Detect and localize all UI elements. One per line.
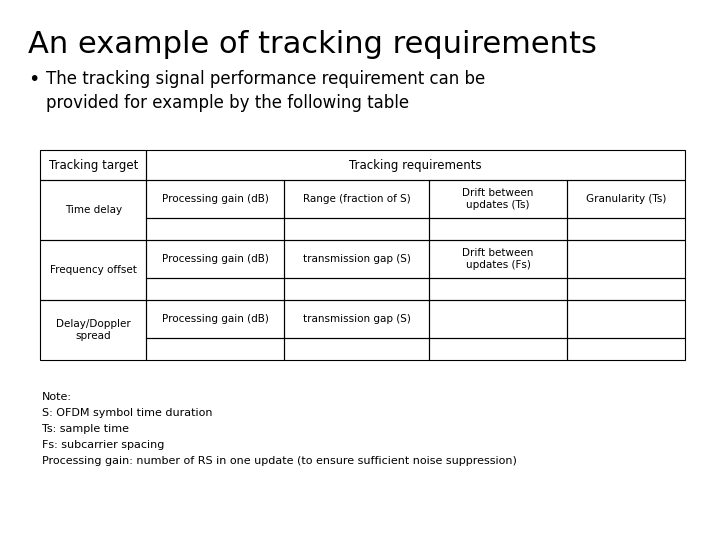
- Bar: [146, 300, 284, 338]
- Bar: [429, 180, 567, 218]
- Bar: [40, 180, 146, 240]
- Text: Processing gain (dB): Processing gain (dB): [162, 314, 269, 324]
- Text: Tracking target: Tracking target: [48, 159, 138, 172]
- Text: Delay/Doppler
spread: Delay/Doppler spread: [56, 319, 130, 341]
- Bar: [146, 150, 685, 180]
- Text: •: •: [28, 70, 40, 89]
- Bar: [146, 180, 284, 218]
- Text: S: OFDM symbol time duration: S: OFDM symbol time duration: [42, 408, 212, 418]
- Bar: [429, 240, 567, 278]
- Text: Range (fraction of S): Range (fraction of S): [303, 194, 410, 204]
- Bar: [284, 218, 429, 240]
- Bar: [40, 240, 146, 300]
- Bar: [567, 240, 685, 278]
- Bar: [40, 300, 146, 360]
- Text: Processing gain (dB): Processing gain (dB): [162, 254, 269, 264]
- Bar: [429, 300, 567, 338]
- Text: Fs: subcarrier spacing: Fs: subcarrier spacing: [42, 440, 164, 450]
- Text: Note:: Note:: [42, 392, 72, 402]
- Bar: [284, 300, 429, 338]
- Bar: [146, 278, 284, 300]
- Bar: [567, 180, 685, 218]
- Bar: [284, 180, 429, 218]
- Bar: [146, 240, 284, 278]
- Text: Time delay: Time delay: [65, 205, 122, 215]
- Bar: [567, 218, 685, 240]
- Bar: [567, 338, 685, 360]
- Bar: [284, 278, 429, 300]
- Text: An example of tracking requirements: An example of tracking requirements: [28, 30, 597, 59]
- Text: Granularity (Ts): Granularity (Ts): [586, 194, 666, 204]
- Bar: [284, 240, 429, 278]
- Bar: [567, 300, 685, 338]
- Text: Frequency offset: Frequency offset: [50, 265, 137, 275]
- Bar: [40, 150, 146, 180]
- Text: The tracking signal performance requirement can be
provided for example by the f: The tracking signal performance requirem…: [46, 70, 485, 112]
- Text: Drift between
updates (Ts): Drift between updates (Ts): [462, 188, 534, 210]
- Text: transmission gap (S): transmission gap (S): [303, 254, 410, 264]
- Bar: [146, 218, 284, 240]
- Bar: [284, 338, 429, 360]
- Text: Ts: sample time: Ts: sample time: [42, 424, 129, 434]
- Bar: [429, 218, 567, 240]
- Text: Tracking requirements: Tracking requirements: [349, 159, 482, 172]
- Bar: [146, 338, 284, 360]
- Bar: [429, 338, 567, 360]
- Text: Drift between
updates (Fs): Drift between updates (Fs): [462, 248, 534, 270]
- Text: Processing gain: number of RS in one update (to ensure sufficient noise suppress: Processing gain: number of RS in one upd…: [42, 456, 517, 466]
- Text: Processing gain (dB): Processing gain (dB): [162, 194, 269, 204]
- Bar: [429, 278, 567, 300]
- Bar: [567, 278, 685, 300]
- Text: transmission gap (S): transmission gap (S): [303, 314, 410, 324]
